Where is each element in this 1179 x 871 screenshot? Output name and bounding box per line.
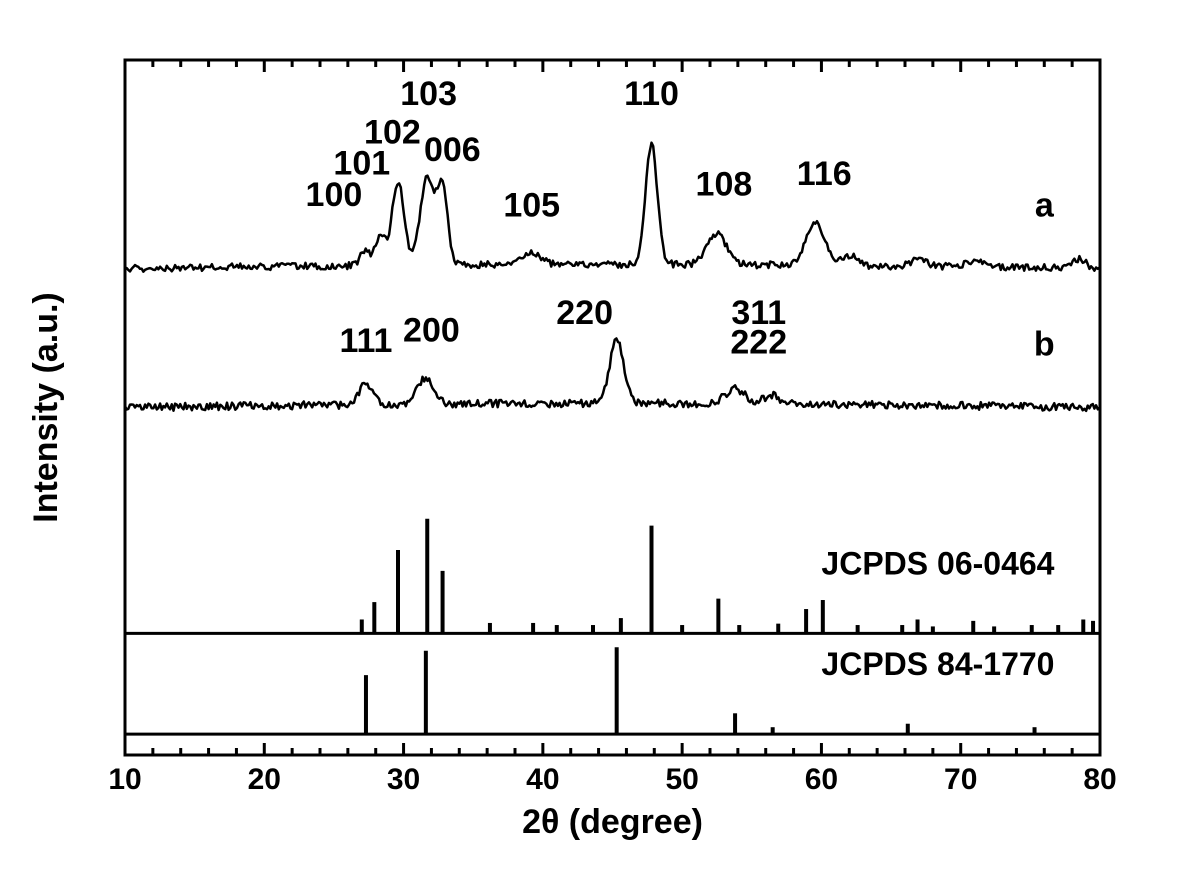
x-axis-label: 2θ (degree) (522, 803, 703, 841)
y-axis-label: Intensity (a.u.) (27, 292, 65, 522)
peak-label: 222 (730, 323, 787, 361)
peak-label: 111 (339, 322, 392, 360)
peak-label: 200 (403, 311, 460, 349)
trace-label-b: b (1034, 325, 1055, 363)
trace-a (125, 143, 1099, 272)
peak-label: 102 (364, 113, 421, 151)
x-tick-label: 80 (1083, 763, 1116, 796)
trace-b (125, 339, 1099, 411)
ref-label-ref2: JCPDS 84-1770 (821, 646, 1054, 682)
x-tick-label: 20 (248, 763, 281, 796)
peak-label: 220 (556, 294, 613, 332)
x-tick-label: 30 (387, 763, 420, 796)
x-tick-label: 70 (944, 763, 977, 796)
x-tick-label: 60 (805, 763, 838, 796)
xrd-chart: 10 20 30 40 50 60 70 80 2θ (degree) Intensity (a.… (0, 0, 1179, 871)
ref-label-ref1: JCPDS 06-0464 (821, 545, 1054, 581)
trace-label-a: a (1035, 186, 1055, 224)
peak-label: 103 (400, 75, 457, 113)
peak-label: 116 (797, 155, 852, 193)
peak-label: 006 (424, 131, 481, 169)
x-tick-label: 40 (526, 763, 559, 796)
x-tick-label: 10 (108, 763, 141, 796)
x-tick-label: 50 (665, 763, 698, 796)
peak-label: 110 (624, 75, 679, 113)
peak-label: 105 (503, 186, 560, 224)
peak-label: 108 (696, 166, 753, 204)
